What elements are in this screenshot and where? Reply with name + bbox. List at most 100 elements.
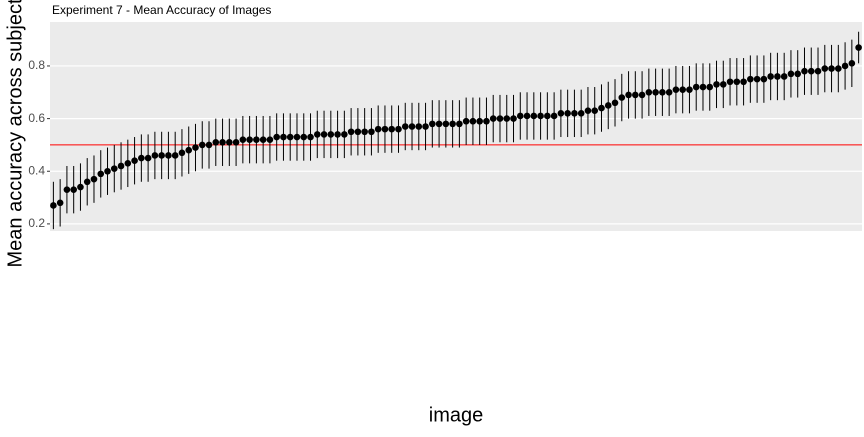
point — [90, 175, 98, 183]
point — [577, 110, 585, 117]
point — [645, 88, 653, 96]
point — [239, 136, 247, 143]
point — [625, 91, 632, 99]
point — [158, 152, 165, 159]
y-tick-label: 0.6 — [28, 111, 45, 125]
point — [449, 120, 456, 128]
y-tick-label: 0.8 — [28, 58, 45, 72]
point — [442, 120, 450, 128]
point — [313, 131, 321, 138]
point — [320, 131, 328, 138]
point — [341, 131, 348, 138]
point — [232, 138, 240, 146]
point — [178, 149, 186, 157]
point — [814, 67, 822, 75]
point — [598, 104, 605, 112]
point — [483, 117, 490, 125]
point — [719, 81, 727, 88]
point — [489, 115, 497, 122]
point — [205, 141, 213, 149]
point — [435, 120, 443, 128]
point — [266, 136, 274, 143]
point — [611, 99, 619, 107]
point — [503, 115, 511, 122]
point — [679, 86, 686, 93]
point — [253, 136, 260, 143]
point — [77, 183, 84, 191]
point — [564, 110, 571, 117]
point — [388, 125, 396, 133]
point — [70, 186, 77, 193]
point — [713, 81, 720, 88]
point — [753, 75, 761, 83]
point — [774, 73, 781, 80]
point — [104, 167, 111, 175]
point — [212, 138, 220, 146]
point — [361, 128, 368, 136]
point — [726, 78, 734, 86]
point — [131, 157, 138, 165]
point — [496, 115, 504, 122]
point — [618, 94, 626, 101]
point — [550, 112, 558, 120]
point — [828, 65, 835, 72]
point — [171, 152, 179, 159]
point — [408, 123, 416, 130]
point — [198, 141, 206, 149]
point — [395, 125, 402, 133]
point — [821, 65, 829, 72]
point — [760, 75, 768, 83]
point — [307, 133, 314, 141]
point — [117, 162, 125, 170]
point — [165, 152, 172, 159]
point — [516, 112, 524, 120]
point — [415, 123, 423, 130]
point — [246, 136, 253, 143]
y-tick-label: 0.2 — [28, 216, 45, 230]
point — [747, 75, 754, 83]
point — [835, 65, 842, 72]
point — [347, 128, 355, 136]
point — [699, 83, 707, 91]
point — [584, 107, 592, 115]
point — [374, 125, 382, 133]
point — [293, 133, 301, 141]
point — [368, 128, 375, 136]
point — [530, 112, 538, 120]
point — [334, 131, 341, 138]
point — [63, 186, 71, 193]
point — [638, 91, 646, 99]
point — [456, 120, 463, 128]
point — [401, 123, 409, 130]
point — [192, 144, 199, 151]
point — [50, 202, 57, 209]
point — [733, 78, 741, 86]
point — [692, 83, 700, 91]
point — [97, 170, 105, 178]
point — [571, 110, 578, 117]
point — [354, 128, 362, 136]
point — [544, 112, 551, 120]
point — [807, 67, 815, 75]
point — [422, 123, 429, 130]
point — [327, 131, 335, 138]
point — [841, 62, 849, 70]
point — [429, 120, 436, 128]
point — [801, 67, 808, 75]
point — [510, 115, 517, 122]
point — [124, 160, 132, 167]
point — [780, 73, 788, 80]
point — [286, 133, 294, 141]
point — [185, 146, 193, 154]
point — [469, 117, 477, 125]
point — [591, 107, 599, 115]
point — [632, 91, 639, 99]
point — [659, 88, 666, 96]
point — [794, 70, 802, 78]
point — [56, 199, 64, 207]
point — [855, 44, 862, 51]
point — [537, 112, 544, 120]
point — [151, 152, 159, 159]
point — [144, 154, 152, 162]
point — [787, 70, 795, 78]
